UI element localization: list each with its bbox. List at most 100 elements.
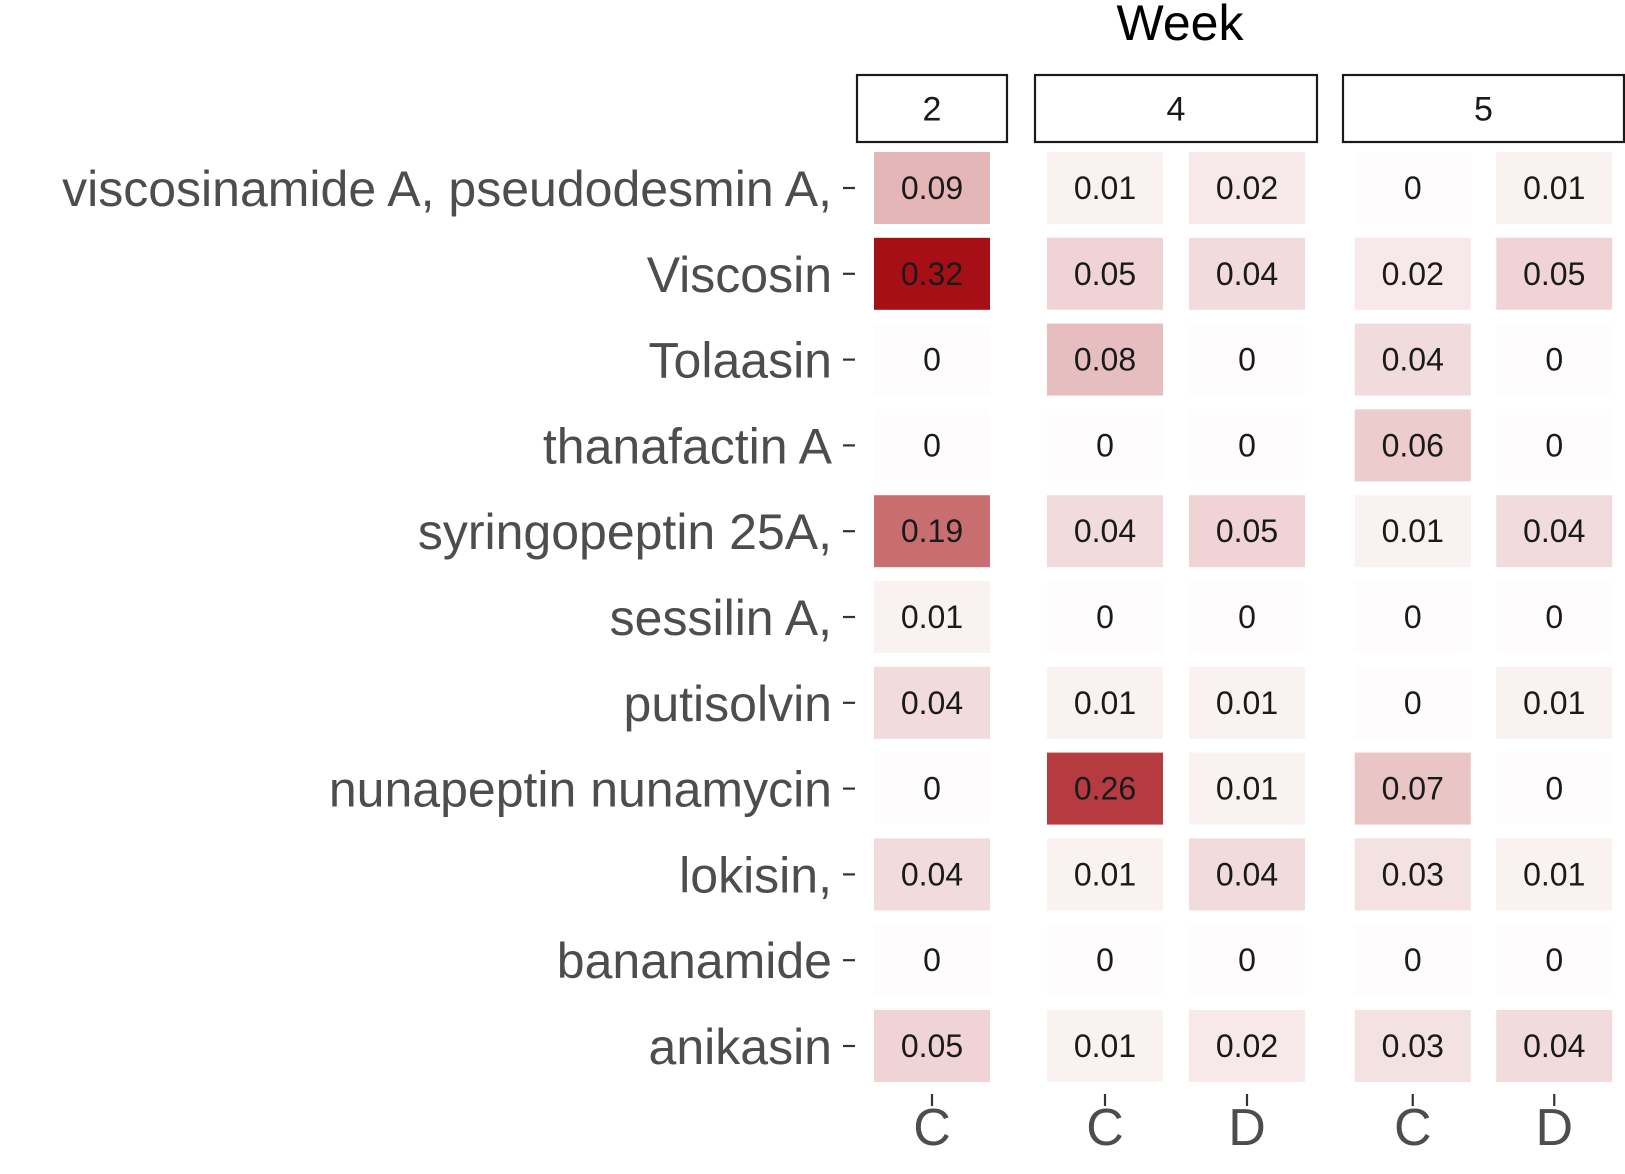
cell-value-label: 0.09	[901, 170, 963, 206]
heatmap-cell	[874, 495, 990, 568]
cell-value-label: 0.01	[1074, 856, 1136, 892]
cell-value-label: 0.07	[1382, 771, 1444, 807]
heatmap-cell	[1047, 666, 1163, 739]
heatmap-cell	[1496, 323, 1613, 396]
cell-value-label: 0.04	[1216, 256, 1278, 292]
heatmap-cell	[1189, 581, 1305, 653]
cell-value-label: 0.01	[901, 599, 963, 635]
heatmap-cell	[1496, 237, 1613, 310]
cell-value-label: 0.03	[1382, 856, 1444, 892]
cell-value-label: 0	[923, 771, 941, 807]
heatmap-cell	[1496, 152, 1613, 224]
row-label: sessilin A,	[610, 590, 832, 646]
row-label: putisolvin	[624, 676, 832, 732]
cell-value-label: 0.04	[901, 856, 963, 892]
heatmap-cell	[1496, 666, 1613, 739]
cell-value-label: 0.19	[901, 513, 963, 549]
column-label: D	[1228, 1099, 1266, 1157]
column-label: C	[913, 1099, 951, 1157]
heatmap-cell	[1354, 152, 1471, 224]
cell-value-label: 0	[1545, 599, 1563, 635]
heatmap-cell	[1189, 409, 1305, 482]
cell-value-label: 0.01	[1074, 685, 1136, 721]
heatmap-cell	[1496, 495, 1613, 568]
cell-value-label: 0.04	[1216, 856, 1278, 892]
row-label: bananamide	[557, 933, 832, 989]
row-label: thanafactin A	[543, 418, 833, 474]
heatmap-cell	[1047, 495, 1163, 568]
heatmap-cell	[1189, 752, 1305, 825]
column-label: C	[1394, 1099, 1432, 1157]
cell-value-label: 0	[1096, 427, 1114, 463]
cell-value-label: 0.08	[1074, 342, 1136, 378]
facet-strip-5	[1341, 73, 1625, 144]
heatmap-cell	[874, 666, 990, 739]
heatmap-cell	[874, 237, 990, 310]
cell-value-label: 0	[1545, 427, 1563, 463]
heatmap-cell	[1354, 1010, 1471, 1082]
heatmap-cell	[1354, 323, 1471, 396]
cell-value-label: 0	[923, 942, 941, 978]
heatmap-cell	[1354, 752, 1471, 825]
heatmap-cell	[1354, 495, 1471, 568]
heatmap-cell	[1496, 1010, 1613, 1082]
heatmap-cell	[874, 924, 990, 997]
cell-value-label: 0.01	[1216, 771, 1278, 807]
heatmap-cell	[1496, 752, 1613, 825]
heatmap-cell	[874, 581, 990, 653]
heatmap-cell	[874, 152, 990, 224]
facet-strip-label-4: 4	[1167, 91, 1186, 129]
facet-strip-label-2: 2	[923, 91, 942, 129]
cell-value-label: 0	[923, 342, 941, 378]
heatmap-cell	[1189, 924, 1305, 997]
cell-value-label: 0.03	[1382, 1028, 1444, 1064]
cell-value-label: 0.04	[901, 685, 963, 721]
heatmap-cell	[1354, 409, 1471, 482]
cell-value-label: 0	[1404, 170, 1422, 206]
heatmap-cell	[1354, 838, 1471, 911]
cell-value-label: 0.04	[1074, 513, 1136, 549]
heatmap-cell	[1047, 924, 1163, 997]
row-label: nunapeptin nunamycin	[329, 762, 832, 818]
heatmap-cell	[1047, 838, 1163, 911]
cell-value-label: 0.01	[1523, 170, 1585, 206]
cell-value-label: 0.05	[1523, 256, 1585, 292]
cell-value-label: 0.04	[1382, 342, 1444, 378]
cell-value-label: 0.02	[1216, 170, 1278, 206]
cell-value-label: 0.04	[1523, 1028, 1585, 1064]
heatmap-cell	[1189, 495, 1305, 568]
heatmap-cell	[1496, 581, 1613, 653]
row-label: syringopeptin 25A,	[418, 504, 832, 560]
cell-value-label: 0.32	[901, 256, 963, 292]
cell-value-label: 0	[1545, 942, 1563, 978]
facet-strip-2	[855, 73, 1009, 144]
cell-value-label: 0	[923, 427, 941, 463]
heatmap-cell	[1354, 581, 1471, 653]
heatmap-cell	[1189, 237, 1305, 310]
heatmap-cell	[1047, 409, 1163, 482]
cell-value-label: 0.06	[1382, 427, 1444, 463]
cell-value-label: 0	[1238, 599, 1256, 635]
cell-value-label: 0	[1404, 942, 1422, 978]
heatmap-cell	[1047, 1010, 1163, 1082]
row-label: lokisin,	[679, 847, 832, 903]
heatmap-cell	[1496, 409, 1613, 482]
cell-value-label: 0	[1238, 342, 1256, 378]
cell-value-label: 0.01	[1216, 685, 1278, 721]
cell-value-label: 0	[1238, 427, 1256, 463]
cell-value-label: 0.01	[1074, 1028, 1136, 1064]
heatmap-cell	[874, 752, 990, 825]
cell-value-label: 0	[1096, 599, 1114, 635]
cell-value-label: 0.05	[1216, 513, 1278, 549]
heatmap-cell	[1354, 924, 1471, 997]
cell-value-label: 0.01	[1074, 170, 1136, 206]
cell-value-label: 0.01	[1523, 856, 1585, 892]
cell-value-label: 0.02	[1216, 1028, 1278, 1064]
heatmap-cell	[1047, 752, 1163, 825]
cell-value-label: 0	[1096, 942, 1114, 978]
cell-value-label: 0	[1238, 942, 1256, 978]
cell-value-label: 0.01	[1523, 685, 1585, 721]
cell-value-label: 0	[1404, 685, 1422, 721]
heatmap-cell	[874, 323, 990, 396]
